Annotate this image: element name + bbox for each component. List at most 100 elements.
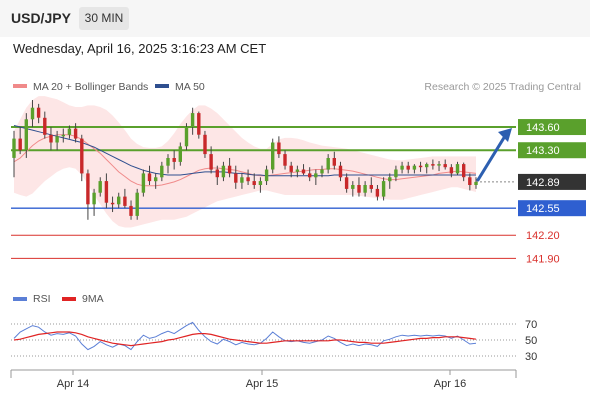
- support-tag-2-label: 141.90: [526, 253, 560, 265]
- symbol-title: USD/JPY: [11, 10, 71, 26]
- candle-body-49: [314, 173, 318, 178]
- candle-body-48: [308, 173, 312, 178]
- rsi-tick-30: 30: [525, 351, 537, 363]
- candle-body-28: [184, 127, 189, 147]
- candle-body-14: [98, 181, 102, 193]
- candle-body-37: [240, 177, 244, 183]
- candle-body-57: [363, 185, 367, 193]
- candle-body-67: [425, 164, 429, 168]
- candle-body-16: [110, 202, 115, 205]
- candle-body-31: [203, 134, 207, 155]
- candle-body-26: [172, 158, 176, 162]
- candle-body-12: [86, 173, 90, 205]
- candle-body-64: [406, 165, 410, 170]
- candle-body-62: [394, 169, 398, 178]
- ma50-legend-swatch: [155, 84, 169, 88]
- forecast-arrow-shaft: [476, 134, 507, 182]
- forecast-arrow: [476, 128, 512, 182]
- candle-body-72: [455, 164, 460, 174]
- candle-body-29: [190, 113, 195, 127]
- timeframe-button[interactable]: 30 MIN: [79, 7, 129, 30]
- candle-body-6: [49, 134, 53, 143]
- price-tags: 143.60 143.30 142.89 142.55 142.20 141.90: [518, 119, 586, 265]
- candle-body-75: [474, 181, 478, 185]
- candle-body-73: [462, 164, 466, 178]
- candle-body-7: [55, 136, 59, 143]
- candle-body-22: [147, 173, 152, 182]
- candle-body-19: [129, 205, 133, 216]
- candle-body-44: [283, 154, 287, 166]
- candle-body-42: [271, 142, 275, 170]
- rsi-tick-70: 70: [525, 319, 537, 331]
- candle-body-10: [73, 128, 78, 139]
- candle-body-53: [338, 165, 343, 178]
- rsi-tick-50: 50: [525, 335, 537, 347]
- candle-body-5: [43, 117, 47, 135]
- candle-body-55: [351, 185, 355, 189]
- candle-body-54: [344, 177, 349, 189]
- rsi-ma-legend-label: 9MA: [82, 293, 104, 305]
- candle-body-33: [215, 169, 219, 178]
- candle-body-39: [252, 181, 256, 185]
- ma20-legend-swatch: [13, 84, 27, 88]
- bollinger-bands: [14, 96, 476, 228]
- candle-body-70: [443, 164, 447, 168]
- current-price-tag-box: [518, 173, 586, 190]
- credit-label: Research © 2025 Trading Central: [424, 81, 581, 93]
- candle-body-24: [160, 165, 164, 178]
- candle-body-11: [80, 138, 84, 174]
- candle-body-23: [154, 177, 158, 182]
- candle-body-13: [92, 192, 96, 205]
- header-bar: USD/JPY 30 MIN: [0, 0, 590, 37]
- candle-body-38: [246, 177, 250, 182]
- ma50-line: [13, 125, 476, 177]
- candle-body-46: [295, 169, 300, 172]
- candle-body-50: [320, 169, 324, 174]
- candle-body-1: [18, 138, 22, 151]
- candle-body-17: [117, 196, 121, 205]
- resistance-tag-2-label: 143.30: [526, 145, 560, 157]
- price-levels: [11, 126, 516, 259]
- candle-body-60: [381, 181, 386, 197]
- candle-body-30: [197, 113, 201, 135]
- forecast-arrow-head: [498, 128, 512, 143]
- pivot-tag-box: [518, 200, 586, 217]
- current-price-tag-label: 142.89: [526, 177, 560, 189]
- candle-body-47: [301, 169, 306, 174]
- candle-body-4: [36, 107, 41, 118]
- candle-body-15: [104, 181, 109, 203]
- candle-body-63: [400, 165, 404, 170]
- ma20-legend-label: MA 20 + Bollinger Bands: [33, 81, 148, 93]
- rsi-legend-swatch: [13, 297, 27, 301]
- candle-body-52: [332, 158, 336, 166]
- candle-body-8: [61, 134, 65, 137]
- candle-body-51: [326, 158, 330, 170]
- candle-body-2: [24, 119, 28, 151]
- candle-body-35: [227, 165, 232, 174]
- rsi-ma-line: [13, 331, 477, 347]
- candle-body-59: [375, 188, 380, 197]
- candle-body-21: [141, 173, 146, 193]
- candle-body-25: [166, 158, 170, 166]
- candle-body-45: [289, 165, 293, 172]
- x-label-apr16: Apr 16: [434, 378, 466, 390]
- x-label-apr15: Apr 15: [246, 378, 278, 390]
- candle-body-27: [178, 146, 182, 162]
- candlesticks: [12, 100, 478, 220]
- candle-body-32: [209, 154, 213, 170]
- candle-body-65: [412, 165, 417, 170]
- candle-body-61: [388, 177, 392, 182]
- candle-body-74: [468, 177, 472, 185]
- candle-body-58: [369, 185, 373, 189]
- resistance-tag-1-box: [518, 119, 586, 136]
- ma50-legend-label: MA 50: [175, 81, 205, 93]
- x-label-apr14: Apr 14: [57, 378, 89, 390]
- candle-body-40: [258, 181, 263, 185]
- candle-body-66: [418, 165, 423, 168]
- candle-body-56: [357, 185, 361, 193]
- candle-body-3: [30, 107, 35, 120]
- candle-body-0: [12, 138, 16, 158]
- candle-body-20: [135, 192, 139, 216]
